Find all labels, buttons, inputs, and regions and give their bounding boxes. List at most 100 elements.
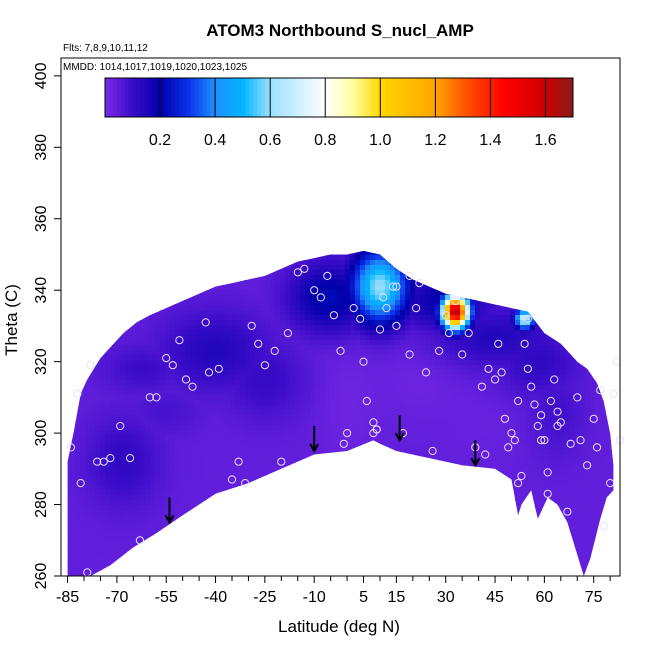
- heat-cell: [235, 335, 241, 341]
- heat-cell: [95, 330, 101, 336]
- heat-cell: [265, 475, 271, 481]
- heat-cell: [110, 425, 116, 431]
- heat-cell: [205, 295, 211, 301]
- heat-cell: [255, 320, 261, 326]
- heat-cell: [190, 330, 196, 336]
- heat-cell: [350, 500, 356, 506]
- heat-cell: [215, 535, 221, 541]
- heat-cell: [345, 460, 351, 466]
- heat-cell: [390, 390, 396, 396]
- heat-cell: [190, 480, 196, 486]
- heat-cell: [185, 295, 191, 301]
- heat-cell: [400, 530, 406, 536]
- heat-cell: [195, 440, 201, 446]
- heat-cell: [335, 535, 341, 541]
- heat-cell: [280, 495, 286, 501]
- heat-cell: [195, 385, 201, 391]
- heat-cell: [400, 390, 406, 396]
- heat-cell: [100, 270, 106, 276]
- heat-cell: [145, 500, 151, 506]
- heat-cell: [185, 360, 191, 366]
- heat-cell: [380, 430, 386, 436]
- heat-cell: [420, 250, 426, 256]
- heat-cell: [310, 545, 316, 551]
- heat-cell: [365, 535, 371, 541]
- heat-cell: [315, 300, 321, 306]
- heat-cell: [255, 355, 261, 361]
- heat-cell: [415, 535, 421, 541]
- heat-cell: [295, 565, 301, 571]
- heat-cell: [405, 525, 411, 531]
- heat-cell: [405, 345, 411, 351]
- heat-cell: [305, 515, 311, 521]
- heat-cell: [180, 255, 186, 261]
- heat-cell: [250, 280, 256, 286]
- heat-cell: [415, 240, 421, 246]
- heat-cell: [180, 455, 186, 461]
- heat-cell: [285, 295, 291, 301]
- heat-cell: [310, 440, 316, 446]
- heat-cell: [160, 385, 166, 391]
- heat-cell: [415, 495, 421, 501]
- heat-cell: [250, 570, 256, 576]
- heat-cell: [125, 320, 131, 326]
- heat-cell: [200, 265, 206, 271]
- heat-cell: [80, 425, 86, 431]
- heat-cell: [415, 440, 421, 446]
- heat-cell: [280, 280, 286, 286]
- heat-cell: [310, 350, 316, 356]
- heat-cell: [390, 405, 396, 411]
- heat-cell: [110, 255, 116, 261]
- heat-cell: [250, 505, 256, 511]
- heat-cell: [130, 540, 136, 546]
- heat-cell: [390, 415, 396, 421]
- heat-cell: [100, 565, 106, 571]
- heat-cell: [150, 270, 156, 276]
- heat-cell: [265, 425, 271, 431]
- heat-cell: [415, 305, 421, 311]
- heat-cell: [240, 390, 246, 396]
- heat-cell: [375, 275, 381, 281]
- heat-cell: [285, 355, 291, 361]
- heat-cell: [250, 400, 256, 406]
- heat-cell: [305, 270, 311, 276]
- heat-cell: [165, 415, 171, 421]
- heat-cell: [85, 420, 91, 426]
- heat-cell: [350, 310, 356, 316]
- heat-cell: [385, 570, 391, 576]
- heat-cell: [85, 355, 91, 361]
- heat-cell: [225, 320, 231, 326]
- heat-cell: [185, 315, 191, 321]
- heat-cell: [130, 515, 136, 521]
- heat-cell: [380, 285, 386, 291]
- heat-cell: [290, 475, 296, 481]
- heat-cell: [305, 560, 311, 566]
- heat-cell: [225, 360, 231, 366]
- heat-cell: [295, 400, 301, 406]
- heat-cell: [145, 320, 151, 326]
- heat-cell: [255, 455, 261, 461]
- heat-cell: [275, 300, 281, 306]
- heat-cell: [395, 385, 401, 391]
- heat-cell: [170, 325, 176, 331]
- heat-cell: [80, 435, 86, 441]
- heat-cell: [135, 415, 141, 421]
- heat-cell: [175, 315, 181, 321]
- heat-cell: [75, 295, 81, 301]
- heat-cell: [175, 385, 181, 391]
- heat-cell: [225, 315, 231, 321]
- heat-cell: [140, 365, 146, 371]
- heat-cell: [350, 275, 356, 281]
- heat-cell: [420, 420, 426, 426]
- heat-cell: [375, 375, 381, 381]
- heat-cell: [415, 420, 421, 426]
- heat-cell: [150, 415, 156, 421]
- heat-cell: [175, 340, 181, 346]
- heat-cell: [260, 565, 266, 571]
- heat-cell: [140, 355, 146, 361]
- heat-cell: [350, 470, 356, 476]
- heat-cell: [110, 435, 116, 441]
- heat-cell: [280, 560, 286, 566]
- heat-cell: [140, 255, 146, 261]
- heat-cell: [275, 410, 281, 416]
